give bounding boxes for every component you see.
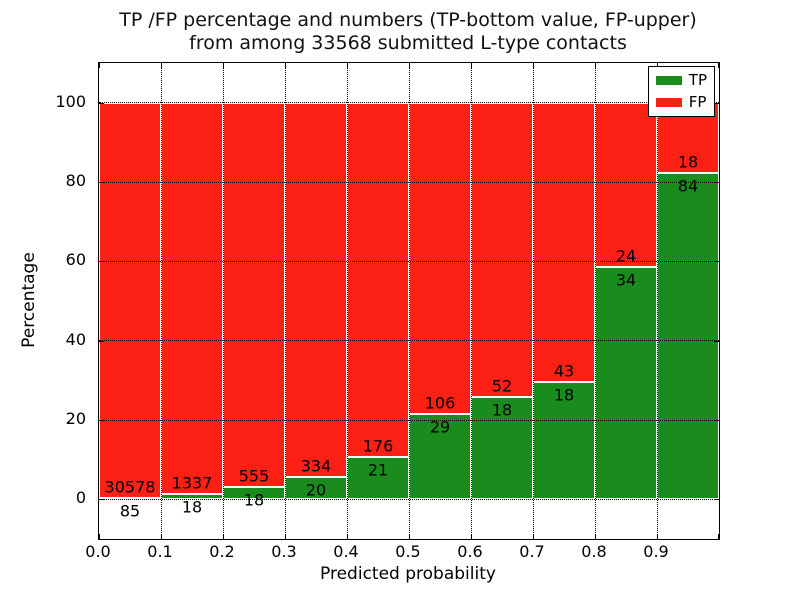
legend-label: FP bbox=[689, 95, 707, 110]
fp-count-label: 106 bbox=[425, 394, 456, 413]
fp-legend-swatch bbox=[656, 98, 682, 107]
legend-label: TP bbox=[689, 73, 707, 88]
legend-entry: FP bbox=[656, 95, 707, 110]
bar-value-labels-layer: 30578 85 1337 18 555 18 334 20 176 21 106 29 52 18 43 1… bbox=[99, 63, 719, 539]
y-tick-label: 80 bbox=[0, 171, 86, 191]
x-tick-label: 0.3 bbox=[271, 542, 296, 562]
tp-count-label: 18 bbox=[244, 490, 264, 509]
tp-count-label: 34 bbox=[616, 270, 636, 289]
fp-count-label: 334 bbox=[301, 456, 332, 475]
x-tick-label: 0.4 bbox=[333, 542, 358, 562]
y-tick-label: 40 bbox=[0, 330, 86, 350]
chart-title-line2: from among 33568 submitted L-type contac… bbox=[98, 32, 718, 55]
fp-count-label: 18 bbox=[678, 152, 698, 171]
figure: TP /FP percentage and numbers (TP-bottom… bbox=[0, 0, 800, 600]
x-tick-label: 0.2 bbox=[209, 542, 234, 562]
y-tick-label: 20 bbox=[0, 409, 86, 429]
tp-count-label: 18 bbox=[182, 498, 202, 517]
tp-count-label: 29 bbox=[430, 418, 450, 437]
legend-entry: TP bbox=[656, 73, 707, 88]
x-tick-label: 0.1 bbox=[147, 542, 172, 562]
tp-legend-swatch bbox=[656, 76, 682, 85]
legend: TP FP bbox=[648, 66, 715, 117]
x-axis-label: Predicted probability bbox=[98, 564, 718, 584]
fp-count-label: 52 bbox=[492, 377, 512, 396]
y-tick-label: 60 bbox=[0, 250, 86, 270]
x-tick-label: 0.5 bbox=[395, 542, 420, 562]
tp-count-label: 21 bbox=[368, 461, 388, 480]
x-tick-label: 0.0 bbox=[85, 542, 110, 562]
y-tick-label: 100 bbox=[0, 92, 86, 112]
chart-title: TP /FP percentage and numbers (TP-bottom… bbox=[98, 9, 718, 54]
fp-count-label: 43 bbox=[554, 362, 574, 381]
y-tick-label: 0 bbox=[0, 488, 86, 508]
plot-area: 30578 85 1337 18 555 18 334 20 176 21 106 29 52 18 43 1… bbox=[98, 62, 720, 540]
fp-count-label: 555 bbox=[239, 466, 270, 485]
fp-count-label: 1337 bbox=[172, 474, 213, 493]
x-tick-label: 0.8 bbox=[581, 542, 606, 562]
fp-count-label: 30578 bbox=[105, 478, 156, 497]
tp-count-label: 84 bbox=[678, 176, 698, 195]
tp-count-label: 85 bbox=[120, 502, 140, 521]
tp-count-label: 18 bbox=[492, 401, 512, 420]
fp-count-label: 24 bbox=[616, 246, 636, 265]
chart-title-line1: TP /FP percentage and numbers (TP-bottom… bbox=[98, 9, 718, 32]
tp-count-label: 18 bbox=[554, 386, 574, 405]
y-tick-labels: 0 20 40 60 80 100 bbox=[0, 62, 90, 538]
x-tick-label: 0.6 bbox=[457, 542, 482, 562]
fp-count-label: 176 bbox=[363, 437, 394, 456]
x-tick-label: 0.7 bbox=[519, 542, 544, 562]
tp-count-label: 20 bbox=[306, 480, 326, 499]
x-tick-labels: 0.00.10.20.30.40.50.60.70.80.9 bbox=[98, 542, 718, 564]
x-tick-label: 0.9 bbox=[643, 542, 668, 562]
